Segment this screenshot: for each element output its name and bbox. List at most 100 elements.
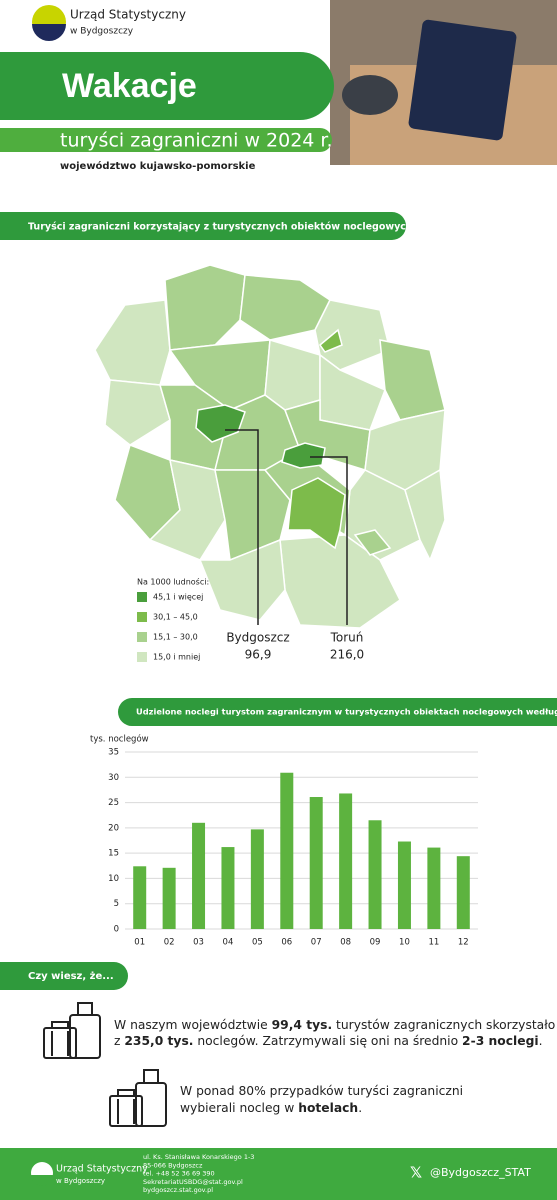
legend: 45,1 i więcej 30,1 – 45,0 15,1 – 30,0 15,0 … bbox=[137, 592, 203, 662]
map-region bbox=[279, 534, 401, 629]
bar bbox=[162, 867, 176, 929]
bar bbox=[221, 847, 235, 929]
y-tick-label: 35 bbox=[108, 748, 119, 758]
social-handle: @Bydgoszcz_STAT bbox=[430, 1166, 531, 1179]
fact-line: W ponad 80% przypadków turyści zagranicz… bbox=[180, 1084, 463, 1098]
map-region bbox=[353, 529, 392, 556]
fact-line: wybierali nocleg w hotelach. bbox=[180, 1101, 362, 1115]
fact-text: 2-3 noclegi bbox=[462, 1034, 539, 1048]
y-tick-label: 10 bbox=[108, 874, 119, 884]
bar bbox=[309, 797, 323, 929]
x-tick-label: 11 bbox=[428, 938, 439, 948]
bar bbox=[192, 822, 206, 929]
fact-line: W naszym województwie 99,4 tys. turystów… bbox=[114, 1018, 555, 1032]
map-region bbox=[318, 328, 343, 353]
footer-logo-text: Urząd Statystyczny bbox=[56, 1164, 148, 1175]
footer bbox=[0, 1148, 557, 1200]
map-region bbox=[198, 538, 286, 621]
city-value: 216,0 bbox=[330, 648, 364, 662]
footer-logo bbox=[31, 1175, 53, 1186]
legend-label: 15,0 i mniej bbox=[153, 653, 200, 662]
map-region bbox=[404, 468, 446, 562]
fact-text: . bbox=[539, 1034, 543, 1048]
fact-text: 235,0 tys. bbox=[124, 1034, 193, 1048]
legend-swatch bbox=[137, 612, 147, 622]
section-heading: Turyści zagraniczni korzystający z turys… bbox=[28, 222, 413, 233]
map bbox=[94, 264, 446, 629]
x-tick-label: 04 bbox=[223, 938, 234, 948]
fact-text: . bbox=[358, 1101, 362, 1115]
map-city bbox=[195, 404, 246, 443]
y-tick-label: 5 bbox=[114, 899, 119, 909]
photo bbox=[342, 75, 398, 115]
fact-line: z 235,0 tys. noclegów. Zatrzymywali się … bbox=[114, 1034, 543, 1048]
legend-label: 15,1 – 30,0 bbox=[153, 633, 198, 642]
legend-label: 30,1 – 45,0 bbox=[153, 613, 198, 622]
x-tick-label: 07 bbox=[311, 938, 322, 948]
subtitle-banner bbox=[0, 128, 332, 152]
luggage-icon bbox=[43, 1002, 101, 1059]
address-line: ul. Ks. Stanisława Konarskiego 1-3 bbox=[143, 1153, 254, 1161]
map-region bbox=[164, 264, 246, 351]
logo-text: Urząd Statystyczny bbox=[70, 8, 186, 22]
y-axis-label: tys. noclegów bbox=[90, 734, 149, 745]
x-tick-label: 01 bbox=[134, 938, 145, 948]
y-tick-label: 30 bbox=[108, 773, 119, 783]
fact-text: 99,4 tys. bbox=[272, 1018, 333, 1032]
footer-logo-text: w Bydgoszczy bbox=[56, 1177, 105, 1185]
fact-text: z bbox=[114, 1034, 124, 1048]
logo-icon bbox=[32, 24, 66, 41]
bar bbox=[456, 856, 470, 929]
title: Wakacje bbox=[62, 67, 197, 105]
fact-text: wybierali nocleg w bbox=[180, 1101, 298, 1115]
x-icon: 𝕏 bbox=[410, 1164, 422, 1182]
fact-text: noclegów. Zatrzymywali się oni na średni… bbox=[193, 1034, 462, 1048]
bar bbox=[250, 829, 264, 929]
section-heading-bg bbox=[0, 962, 128, 990]
map-region bbox=[319, 353, 386, 431]
bar bbox=[397, 841, 411, 929]
x-tick-label: 03 bbox=[193, 938, 204, 948]
section-heading-bg bbox=[0, 212, 406, 240]
y-tick-label: 25 bbox=[108, 798, 119, 808]
x-tick-label: 02 bbox=[164, 938, 175, 948]
bar bbox=[368, 820, 382, 929]
bar bbox=[339, 793, 353, 929]
fact-text: W ponad 80% przypadków turyści zagranicz… bbox=[180, 1084, 463, 1098]
x-tick-label: 05 bbox=[252, 938, 263, 948]
legend-swatch bbox=[137, 632, 147, 642]
x-tick-label: 08 bbox=[340, 938, 351, 948]
bar bbox=[280, 772, 294, 929]
x-tick-label: 10 bbox=[399, 938, 410, 948]
logo-text: w Bydgoszczy bbox=[70, 27, 134, 37]
x-tick-label: 09 bbox=[370, 938, 381, 948]
y-tick-label: 20 bbox=[108, 823, 119, 833]
legend-label: 45,1 i więcej bbox=[153, 593, 203, 602]
leader-line bbox=[225, 429, 259, 625]
city-name: Toruń bbox=[330, 631, 364, 645]
x-tick-label: 06 bbox=[281, 938, 292, 948]
address-line: SekretariatUSBDG@stat.gov.pl bbox=[143, 1178, 243, 1186]
map-region bbox=[379, 339, 446, 421]
address-line: bydgoszcz.stat.gov.pl bbox=[143, 1186, 213, 1194]
bar bbox=[133, 866, 147, 929]
fact-text: W naszym województwie bbox=[114, 1018, 272, 1032]
y-tick-label: 0 bbox=[114, 925, 119, 935]
address-line: tel. +48 52 36 69 390 bbox=[143, 1170, 215, 1178]
fact-text: turystów zagranicznych skorzystało bbox=[332, 1018, 555, 1032]
chart-title: Udzielone noclegi turystom zagranicznym … bbox=[136, 707, 557, 717]
address-line: 85-066 Bydgoszcz bbox=[143, 1161, 203, 1169]
title-banner bbox=[0, 52, 334, 120]
y-tick-label: 15 bbox=[108, 849, 119, 859]
map-city bbox=[281, 442, 326, 469]
x-tick-label: 12 bbox=[458, 938, 469, 948]
region: województwo kujawsko-pomorskie bbox=[60, 160, 256, 172]
legend-swatch bbox=[137, 652, 147, 662]
photo bbox=[408, 19, 517, 141]
legend-swatch bbox=[137, 592, 147, 602]
legend-title: Na 1000 ludności: bbox=[137, 577, 209, 587]
map-region bbox=[94, 299, 171, 386]
